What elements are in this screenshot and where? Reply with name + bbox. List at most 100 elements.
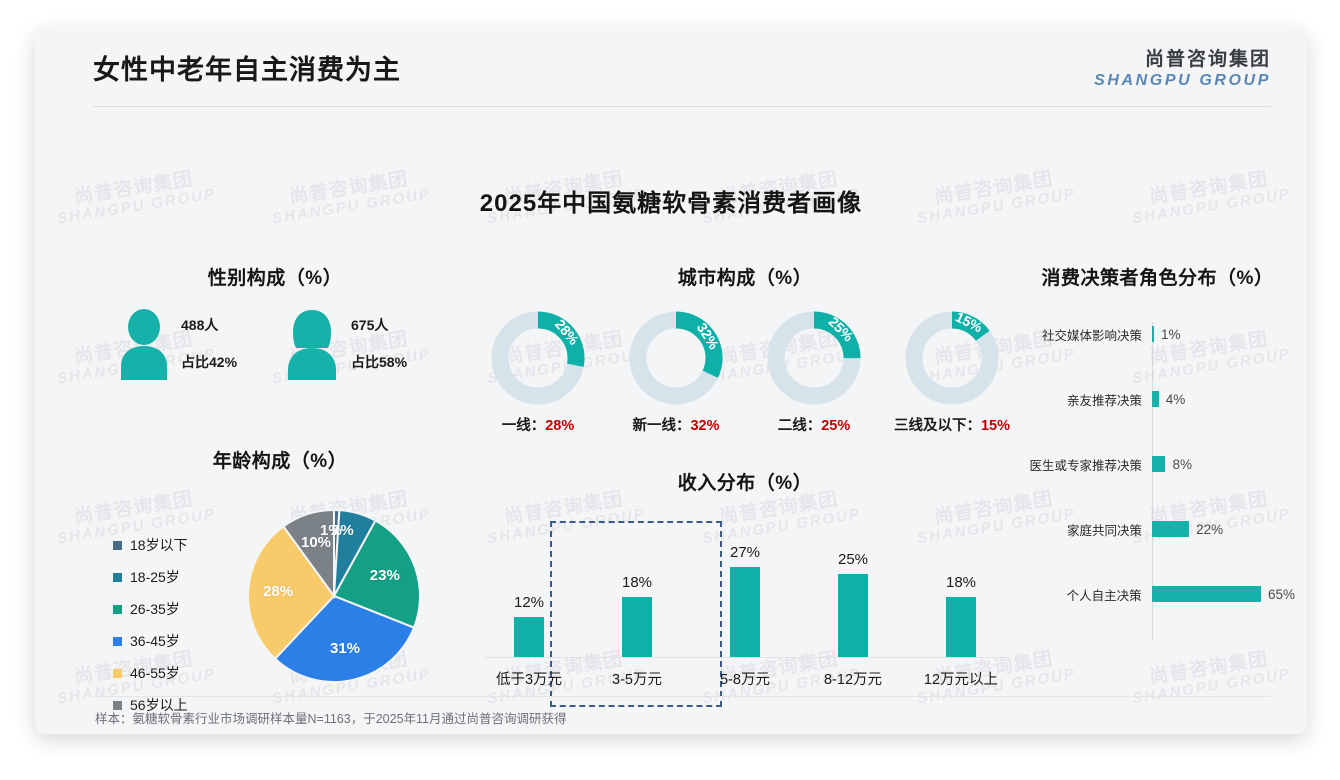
legend-swatch	[113, 700, 122, 710]
age-panel-title: 年龄构成（%）	[212, 451, 348, 472]
donut-gauge: 32%	[628, 310, 724, 406]
donut-gauge: 25%	[766, 310, 862, 406]
roles-axis-line	[1152, 322, 1153, 640]
income-bar-value: 18%	[621, 574, 653, 591]
gender-items: 488人 占比42% 675人 占比58%	[95, 308, 455, 380]
footnote-divider	[93, 696, 1271, 697]
pie-slice-label: 10%	[300, 533, 332, 551]
city-donut-row: 28% 一线：28% 32% 新一线：32% 25% 二线：25% 15% 三线及以下：15%	[465, 309, 1025, 435]
pie-svg	[247, 508, 421, 683]
brand-logo: 尚普咨询集团 SHANGPU GROUP	[1094, 44, 1271, 90]
donut-gauge: 28%	[490, 310, 586, 406]
age-legend-item: 26-35岁	[113, 599, 188, 619]
income-bar-value: 25%	[837, 550, 869, 568]
role-category-label: 医生或专家推荐决策	[1029, 458, 1142, 473]
legend-swatch	[113, 604, 122, 614]
slide-card: 尚普咨询集团 SHANGPU GROUP 尚普咨询集团 SHANGPU GROUP 尚普…	[35, 28, 1307, 734]
income-panel: 收入分布（%） 12% 低于3万元 18% 3-5万元 27% 5-8万元 25% 8-12万…	[475, 468, 1015, 707]
role-category-label: 亲友推荐决策	[1066, 393, 1142, 408]
legend-label: 18岁以下	[130, 537, 188, 553]
role-row: 医生或专家推荐决策 8%	[1020, 454, 1295, 474]
income-bar	[730, 567, 760, 657]
income-category-label: 3-5万元	[612, 672, 662, 688]
role-value-label: 22%	[1196, 521, 1224, 537]
legend-swatch	[113, 540, 122, 550]
age-legend-item: 56岁以上	[113, 695, 188, 715]
gender-female-text: 675人 占比58%	[351, 316, 408, 371]
logo-english-text: SHANGPU GROUP	[1094, 72, 1271, 89]
pie-slice-label: 7%	[332, 522, 354, 540]
page-title: 女性中老年自主消费为主	[93, 55, 401, 85]
age-legend-item: 18-25岁	[113, 567, 188, 587]
income-category-label: 低于3万元	[495, 672, 563, 688]
income-bar-value: 18%	[945, 574, 977, 591]
donut-caption: 一线：28%	[501, 418, 575, 434]
header-divider	[93, 106, 1271, 107]
legend-swatch	[113, 636, 122, 646]
roles-chart-body: 社交媒体影响决策 1% 亲友推荐决策 4% 医生或专家推荐决策 8% 家庭共同决策 22% 个人…	[1020, 312, 1295, 642]
logo-chinese-text: 尚普咨询集团	[1144, 49, 1271, 70]
gender-panel-title: 性别构成（%）	[207, 268, 343, 289]
income-highlight-box	[550, 521, 722, 707]
donut-caption: 二线：25%	[777, 418, 851, 434]
role-bar	[1151, 586, 1261, 602]
income-bar-column: 27% 5-8万元	[691, 507, 799, 707]
city-donut-3: 25% 二线：25%	[749, 310, 879, 435]
role-row: 家庭共同决策 22%	[1020, 519, 1295, 539]
income-bar	[514, 617, 544, 657]
gender-item-male: 488人 占比42%	[117, 308, 283, 380]
income-bar-value: 12%	[513, 594, 545, 611]
legend-swatch	[113, 572, 122, 582]
role-value-label: 8%	[1172, 456, 1192, 472]
role-row: 个人自主决策 65%	[1020, 584, 1295, 604]
legend-swatch	[113, 668, 122, 678]
role-category-label: 家庭共同决策	[1066, 523, 1142, 538]
role-category-label: 个人自主决策	[1066, 588, 1142, 603]
role-value-label: 1%	[1161, 326, 1181, 342]
pie-slice-label: 1%	[320, 522, 342, 540]
age-legend-item: 46-55岁	[113, 663, 188, 683]
roles-panel: 消费决策者角色分布（%） 社交媒体影响决策 1% 亲友推荐决策 4% 医生或专家推荐决策…	[1020, 263, 1295, 642]
income-bar-column: 18% 3-5万元	[583, 507, 691, 707]
city-donut-4: 15% 三线及以下：15%	[887, 309, 1017, 435]
income-panel-title: 收入分布（%）	[677, 473, 813, 494]
city-panel: 城市构成（%） 28% 一线：28% 32% 新一线：32% 25% 二线：25% 15% 三…	[465, 263, 1025, 435]
infographic-title: 2025年中国氨糖软骨素消费者画像	[479, 190, 863, 217]
male-silhouette-icon	[121, 309, 167, 380]
legend-label: 26-35岁	[130, 601, 180, 617]
gender-panel: 性别构成（%） 488人 占比42% 675人	[95, 263, 455, 380]
gender-female-count: 675人	[351, 316, 389, 333]
role-value-label: 4%	[1165, 391, 1186, 407]
gender-female-share: 占比58%	[351, 354, 408, 370]
legend-label: 46-55岁	[130, 665, 180, 681]
pie-slice-label: 31%	[330, 639, 361, 657]
role-bar	[1152, 326, 1154, 342]
city-panel-title: 城市构成（%）	[677, 268, 813, 289]
income-category-label: 12万元以上	[923, 672, 999, 688]
role-bar	[1152, 391, 1159, 407]
income-bar-column: 12% 低于3万元	[475, 507, 583, 707]
income-bar-value: 27%	[729, 544, 761, 561]
pie-slice-label: 23%	[369, 567, 400, 585]
income-bar	[622, 597, 652, 657]
donut-caption: 三线及以下：15%	[893, 418, 1011, 434]
role-bar	[1152, 456, 1166, 472]
role-value-label: 65%	[1267, 586, 1295, 602]
city-donut-2: 32% 新一线：32%	[611, 310, 741, 435]
role-category-label: 社交媒体影响决策	[1041, 328, 1142, 343]
age-legend: 18岁以下 18-25岁 26-35岁 36-45岁 46-55岁 56岁以上	[113, 535, 188, 727]
age-legend-item: 36-45岁	[113, 631, 188, 651]
income-chart-body: 12% 低于3万元 18% 3-5万元 27% 5-8万元 25% 8-12万元 18% 12万元…	[475, 507, 1015, 707]
gender-male-count: 488人	[181, 316, 219, 333]
gender-item-female: 675人 占比58%	[283, 308, 449, 380]
role-row: 亲友推荐决策 4%	[1020, 389, 1295, 409]
age-pie-chart: 1% 7% 23% 31% 28% 10%	[243, 505, 425, 687]
income-bar-column: 18% 12万元以上	[907, 507, 1015, 707]
sample-footnote: 样本：氨糖软骨素行业市场调研样本量N=1163，于2025年11月通过尚普咨询调…	[95, 712, 567, 726]
city-donut-1: 28% 一线：28%	[473, 310, 603, 435]
legend-label: 18-25岁	[130, 569, 180, 585]
legend-label: 36-45岁	[130, 633, 180, 649]
age-legend-item: 18岁以下	[113, 535, 188, 555]
donut-caption: 新一线：32%	[632, 418, 720, 434]
